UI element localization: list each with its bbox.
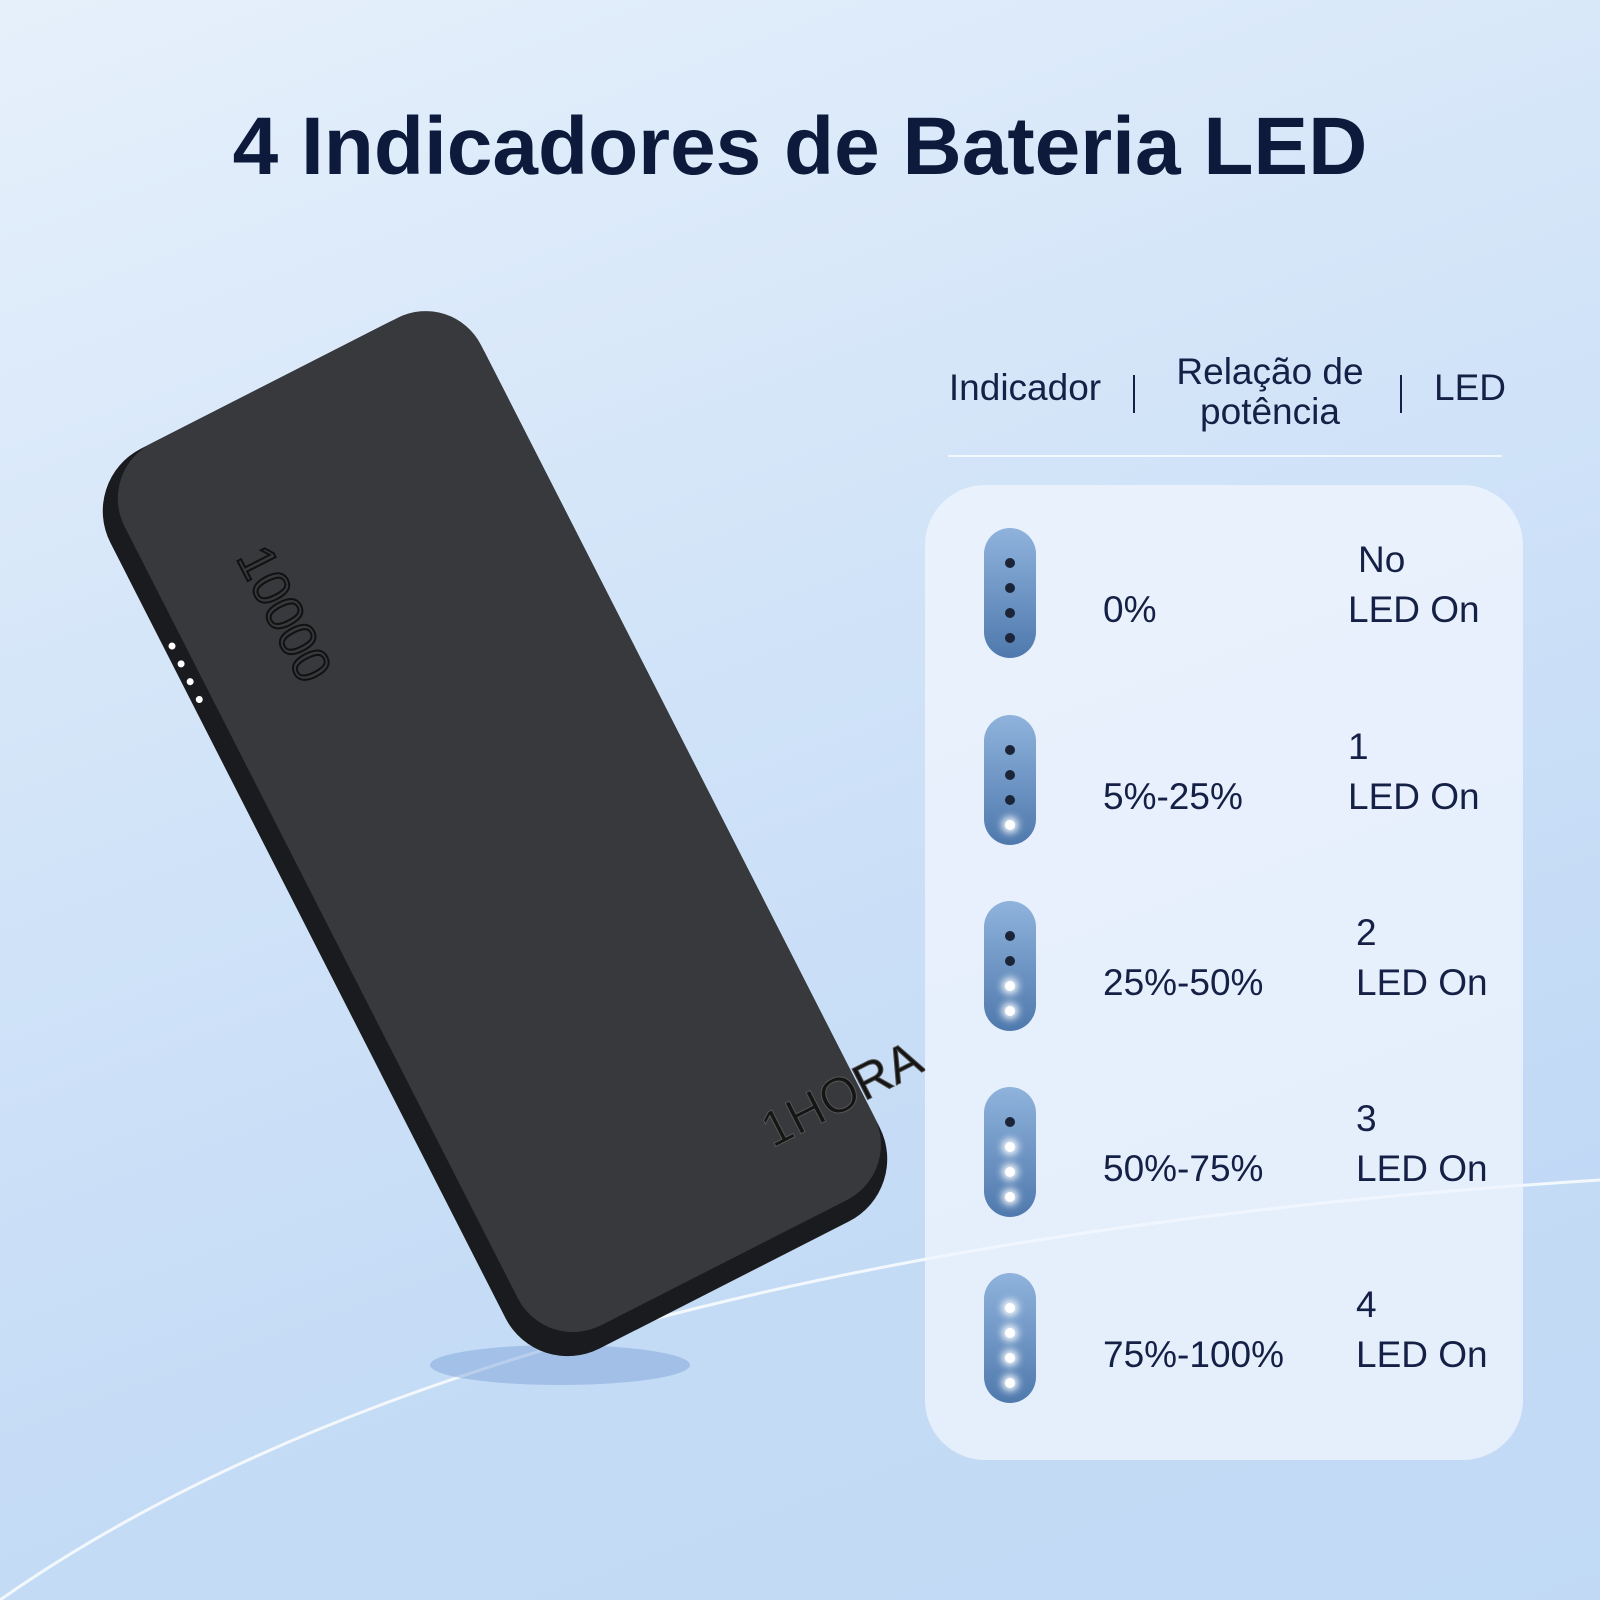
- power-ratio: 25%-50%: [1103, 962, 1264, 1003]
- indicator-pill: [984, 715, 1036, 845]
- indicator-led: [1005, 583, 1015, 593]
- header-cell: Relação de potência: [1176, 351, 1364, 432]
- indicator-led: [1005, 1192, 1015, 1202]
- side-led: [186, 678, 194, 686]
- indicator-led: [1005, 1117, 1015, 1127]
- shadow: [430, 1345, 690, 1385]
- indicator-led: [1005, 956, 1015, 966]
- led-status-line: No: [1358, 539, 1406, 580]
- indicator-led: [1005, 795, 1015, 805]
- side-led: [195, 695, 203, 703]
- power-bank-face: [117, 311, 881, 1333]
- indicator-led: [1005, 1303, 1015, 1313]
- header-cell: LED: [1434, 367, 1506, 408]
- indicator-pill: [984, 901, 1036, 1031]
- side-led: [168, 642, 176, 650]
- indicator-led: [1005, 820, 1015, 830]
- led-status: 1 LED On: [1348, 722, 1480, 822]
- indicator-led: [1005, 1006, 1015, 1016]
- header-separator: [1133, 375, 1135, 413]
- header-separator: [1400, 375, 1402, 413]
- led-status-line: 1: [1348, 726, 1369, 767]
- power-ratio: 0%: [1103, 589, 1157, 630]
- header-rule: [948, 455, 1502, 457]
- indicator-led: [1005, 981, 1015, 991]
- led-status-line: LED On: [1356, 962, 1488, 1003]
- indicator-led: [1005, 745, 1015, 755]
- power-ratio: 75%-100%: [1103, 1334, 1285, 1375]
- indicator-led: [1005, 1142, 1015, 1152]
- led-status-line: LED On: [1356, 1148, 1488, 1189]
- indicator-led: [1005, 608, 1015, 618]
- power-ratio: 50%-75%: [1103, 1148, 1264, 1189]
- led-status-line: LED On: [1348, 589, 1480, 630]
- indicator-led: [1005, 1167, 1015, 1177]
- indicator-pill: [984, 1087, 1036, 1217]
- led-status: 3 LED On: [1356, 1094, 1488, 1194]
- indicator-led: [1005, 1328, 1015, 1338]
- led-status-line: 4: [1356, 1284, 1377, 1325]
- indicator-led: [1005, 931, 1015, 941]
- side-led: [177, 660, 185, 668]
- led-status: 2 LED On: [1356, 908, 1488, 1008]
- indicator-led: [1005, 1378, 1015, 1388]
- power-bank: 10000 1HORA: [102, 311, 932, 1357]
- indicator-pill: [984, 528, 1036, 658]
- led-status-line: 2: [1356, 912, 1377, 953]
- led-status: No LED On: [1348, 535, 1480, 635]
- power-ratio: 5%-25%: [1103, 776, 1243, 817]
- led-status-line: 3: [1356, 1098, 1377, 1139]
- indicator-led: [1005, 770, 1015, 780]
- header-cell: Indicador: [948, 367, 1102, 408]
- indicator-led: [1005, 633, 1015, 643]
- led-status: 4 LED On: [1356, 1280, 1488, 1380]
- led-status-line: LED On: [1356, 1334, 1488, 1375]
- title: 4 Indicadores de Bateria LED: [232, 101, 1368, 192]
- indicator-led: [1005, 1353, 1015, 1363]
- indicator-led: [1005, 558, 1015, 568]
- indicator-pill: [984, 1273, 1036, 1403]
- led-status-line: LED On: [1348, 776, 1480, 817]
